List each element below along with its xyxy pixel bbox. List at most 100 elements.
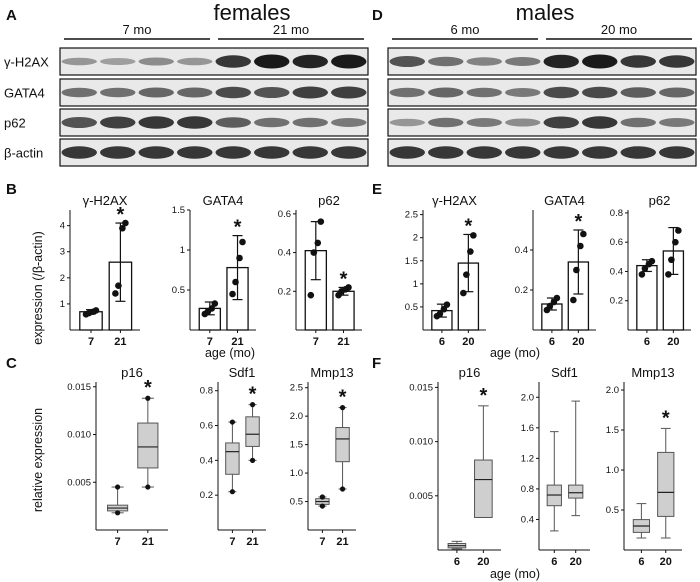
significance-star: * [144,377,152,399]
blot-band [331,118,367,127]
blot-band [620,55,656,68]
data-point [470,232,477,239]
panel-letter-b: B [6,181,17,198]
y-tick-label: 1 [180,245,185,256]
y-tick-label: 2.0 [606,385,619,396]
y-tick-label: 3 [60,247,65,258]
y-tick-label: 1.5 [405,256,418,267]
box [335,427,350,463]
x-tick-label: 6 [454,556,460,568]
data-point [577,242,584,250]
significance-star: * [117,204,125,226]
y-tick-label: 0.005 [409,491,433,502]
chart-C-p16: p16 0.005 0.010 0.015 7 21 * [67,365,168,548]
blot-band [292,146,328,159]
y-tick-label: 1.0 [290,468,303,479]
data-point [314,239,322,247]
outlier-point [319,494,325,500]
blot-band [331,54,367,69]
blot-band [292,117,328,128]
x-tick-label: 21 [246,536,258,548]
panel-letter-f: F [372,355,381,372]
significance-star: * [479,385,487,407]
data-point [546,302,554,310]
outlier-point [249,457,256,463]
chart-title: GATA4 [544,193,585,208]
blot-band [215,86,251,99]
blot-band [100,116,136,129]
x-tick-label: 7 [115,536,121,548]
blot-band [61,57,97,66]
blot-band [177,116,213,129]
blot-band [505,118,541,127]
blot-band [254,54,290,69]
outlier-point [229,419,235,425]
y-tick-label: 0.8 [200,386,213,397]
data-point [668,256,675,264]
data-point [648,257,656,265]
box-ylabel: relative expression [31,408,45,512]
chart-title: p62 [318,193,340,208]
blot-band [620,87,656,98]
y-tick-label: 1.0 [606,465,619,476]
data-point [92,307,100,314]
age-group-label: 6 mo [451,22,480,37]
y-tick-label: 0.5 [172,285,185,296]
sex-title: males [516,0,575,25]
blot-band [659,55,695,68]
xlabel-e: age (mo) [490,346,540,360]
x-tick-label: 20 [462,336,474,348]
blot-band [138,57,174,66]
xlabel-b: age (mo) [205,346,255,360]
panel-letter-e: E [372,181,382,198]
outlier-point [115,510,121,516]
outlier-point [319,503,325,509]
age-group-label: 21 mo [273,22,309,37]
x-tick-label: 7 [229,536,235,548]
chart-F-Sdf1: Sdf1 0.4 0.8 1.2 1.6 2.0 6 20 [521,365,590,568]
outlier-point [339,405,346,411]
y-tick-label: 0.4 [515,245,528,256]
age-group-label: 7 mo [123,22,152,37]
y-tick-label: 2 [60,273,65,284]
blot-band [138,116,174,129]
data-point [119,224,126,232]
chart-B-GATA4: GATA4 0.5 1 1.5 7 21 * [172,193,256,348]
y-tick-label: 0.010 [67,430,91,441]
significance-star: * [574,211,582,233]
y-tick-label: 2.5 [405,210,418,221]
blot-band [138,146,174,159]
data-point [638,271,646,278]
blot-band [254,117,290,128]
panel-letter-c: C [6,355,17,372]
blot-band [177,146,213,159]
outlier-point [249,402,256,408]
blot-band [659,87,695,98]
y-tick-label: 0.005 [67,477,91,488]
box [225,442,240,475]
blot-band [582,54,618,69]
outlier-point [229,489,235,495]
y-tick-label: 1.5 [290,440,303,451]
age-group-label: 20 mo [601,22,637,37]
blot-band [254,146,290,159]
blot-band [428,117,464,128]
chart-C-Mmp13: Mmp13 0.5 1.0 1.5 2.0 2.5 7 21 * [290,365,356,548]
x-tick-label: 7 [207,336,213,348]
chart-title: GATA4 [203,193,244,208]
data-point [573,266,580,274]
blot-band [61,87,97,98]
data-point [570,296,577,304]
x-tick-label: 21 [114,336,126,348]
data-point [460,289,467,297]
blot-band [428,87,464,98]
blot-band [331,86,367,99]
y-tick-label: 1.6 [521,423,534,434]
blot-row-label: γ-H2AX [4,55,49,70]
blot-band [582,86,618,99]
blot-band [466,87,502,98]
y-tick-label: 0.010 [409,437,433,448]
blot-band [543,86,579,99]
box [474,459,493,518]
